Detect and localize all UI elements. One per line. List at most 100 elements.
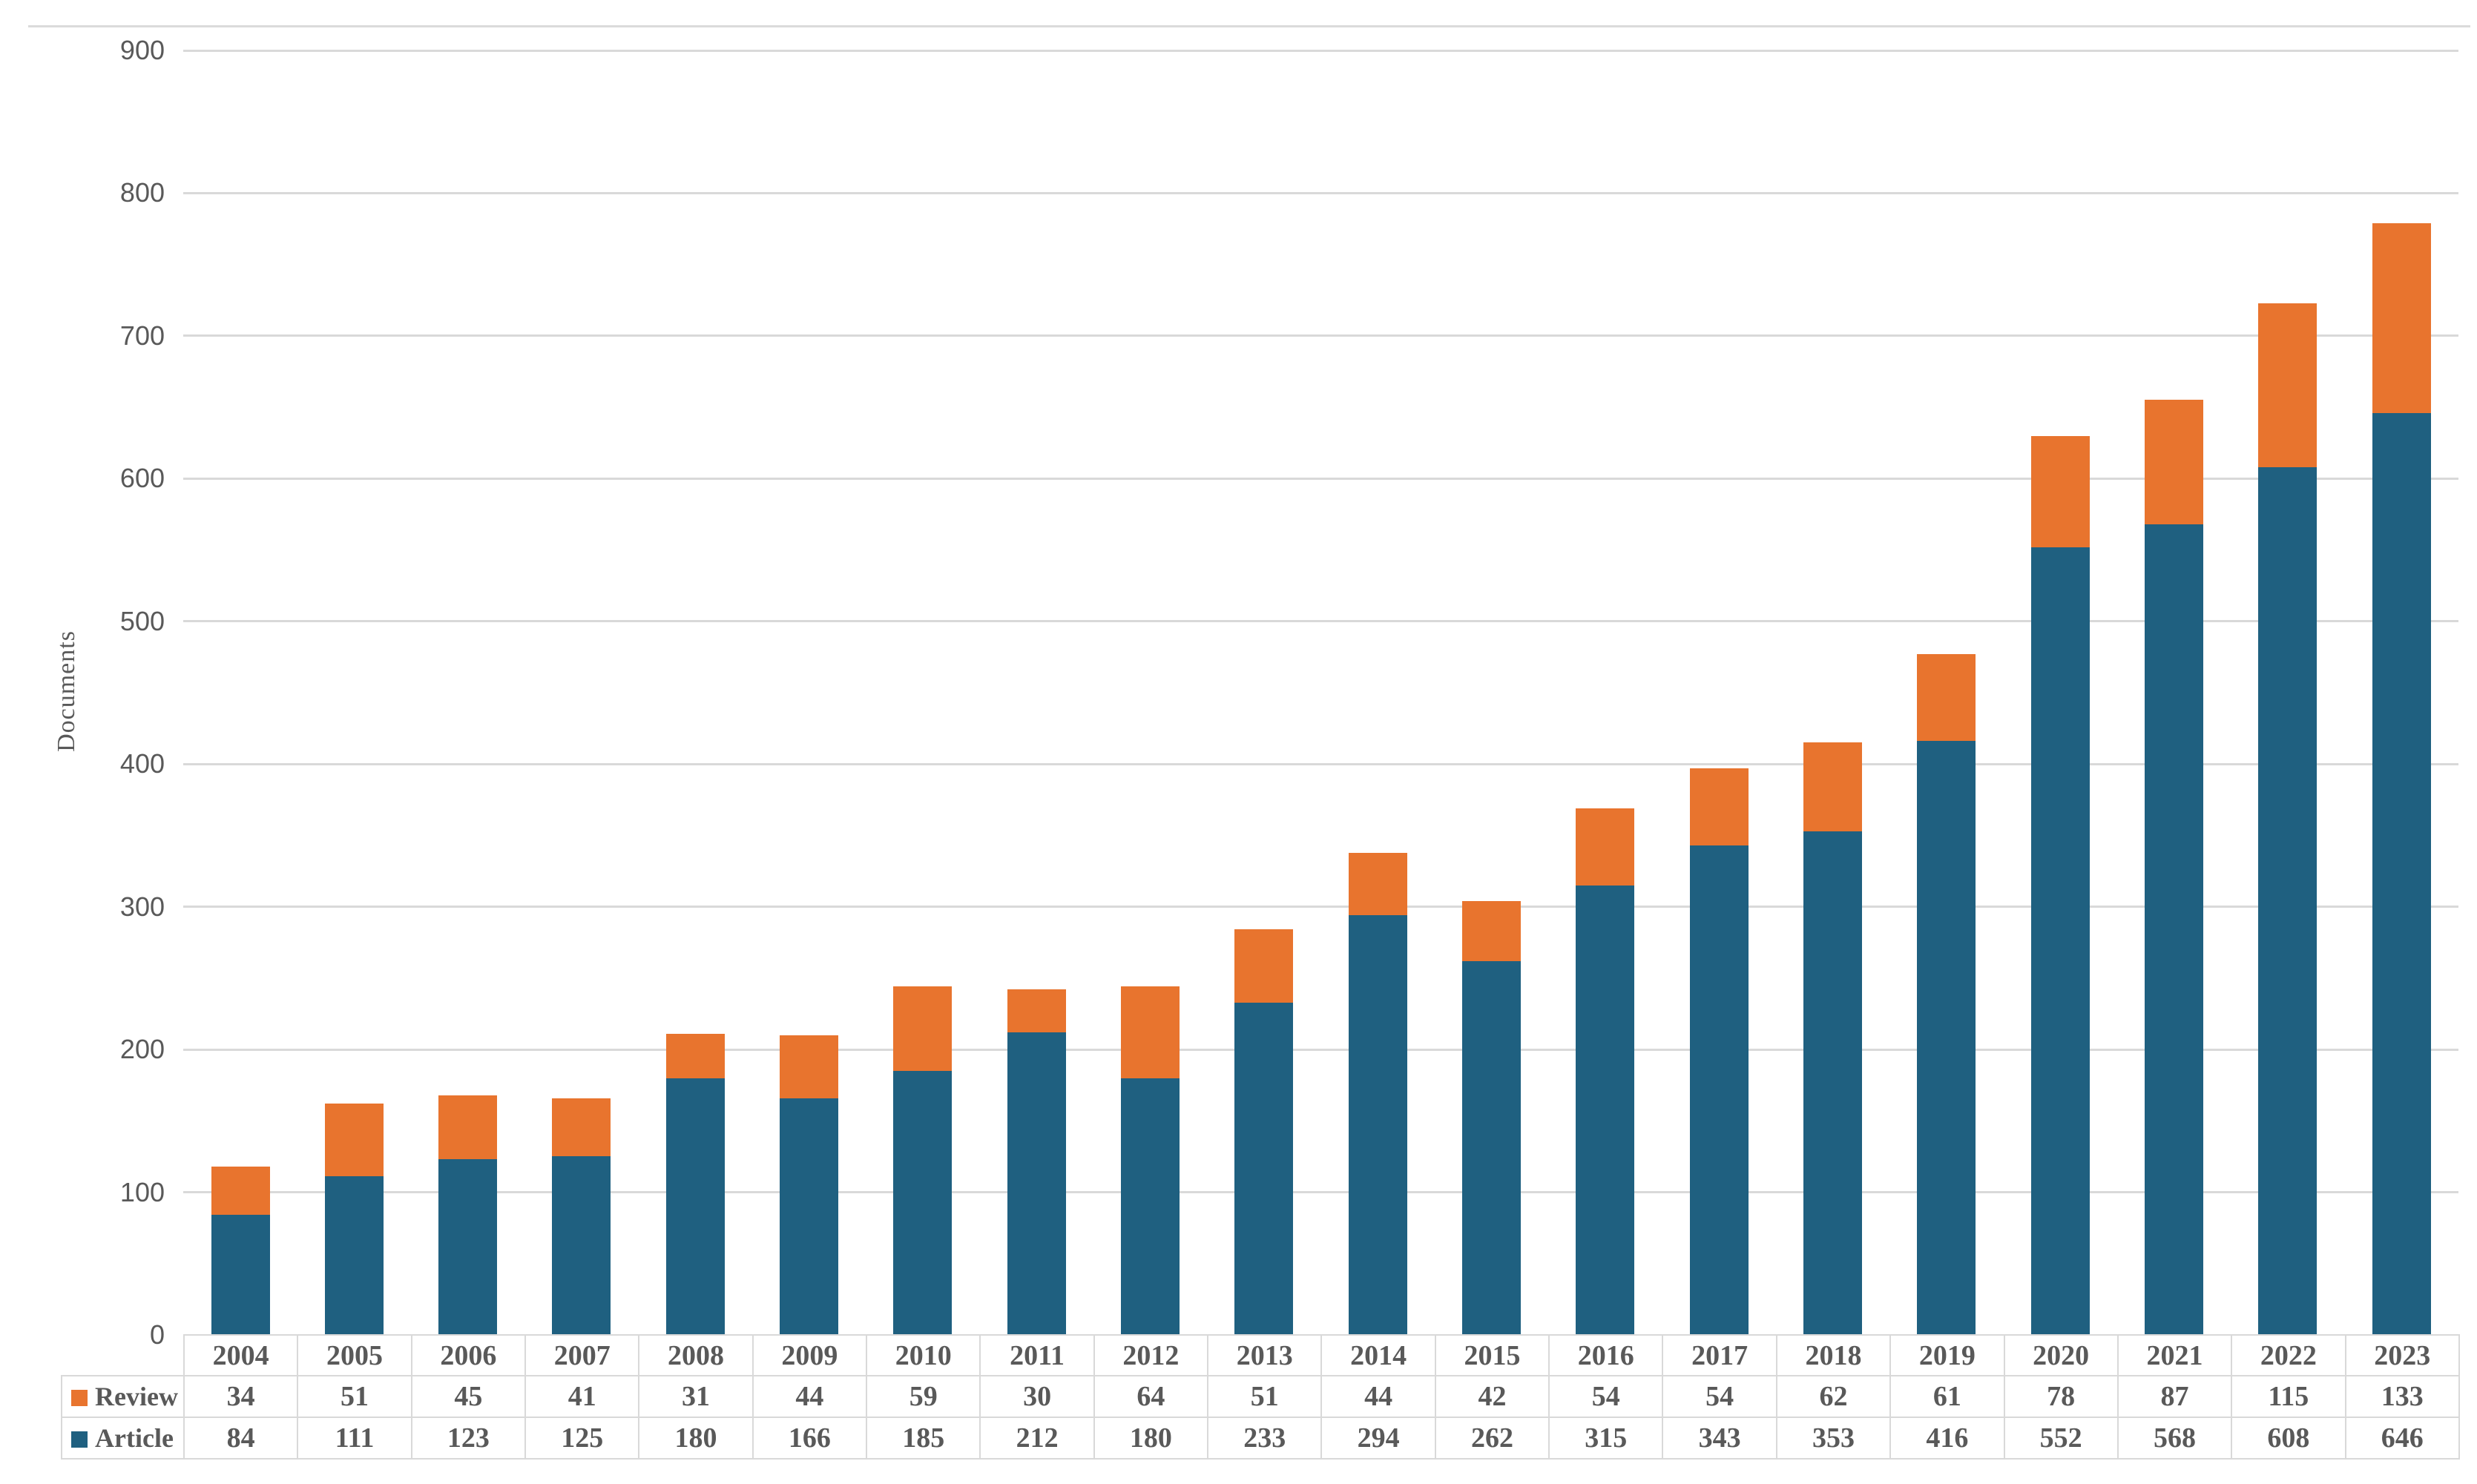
- bar-review-2004: [211, 1166, 270, 1216]
- year-header-2022: 2022: [2231, 1334, 2346, 1376]
- bar-article-2019: [1917, 741, 1976, 1335]
- y-tick-label-400: 400: [119, 748, 165, 779]
- gridline-700: [183, 334, 2458, 337]
- gridline-500: [183, 620, 2458, 623]
- review-value-2004: 34: [182, 1375, 299, 1418]
- review-value-2007: 41: [524, 1375, 640, 1418]
- article-value-2004: 84: [182, 1417, 299, 1460]
- bar-article-2017: [1689, 845, 1749, 1335]
- y-axis-title: Documents: [53, 630, 80, 752]
- article-value-2014: 294: [1320, 1417, 1436, 1460]
- gridline-600: [183, 477, 2458, 480]
- bar-article-2013: [1234, 1002, 1294, 1335]
- year-header-2021: 2021: [2116, 1334, 2233, 1376]
- year-header-2023: 2023: [2344, 1334, 2460, 1376]
- review-value-2008: 31: [638, 1375, 754, 1418]
- year-header-2004: 2004: [182, 1334, 299, 1376]
- year-header-2008: 2008: [638, 1334, 754, 1376]
- review-value-2023: 133: [2344, 1375, 2460, 1418]
- bar-article-2015: [1462, 960, 1522, 1335]
- legend-review: Review: [61, 1375, 185, 1418]
- gridline-200: [183, 1048, 2458, 1051]
- review-value-2017: 54: [1662, 1375, 1777, 1418]
- bar-review-2008: [665, 1033, 725, 1078]
- year-header-2012: 2012: [1093, 1334, 1209, 1376]
- review-value-2009: 44: [751, 1375, 868, 1418]
- bar-article-2022: [2258, 466, 2318, 1335]
- y-tick-label-700: 700: [119, 320, 165, 351]
- review-value-2022: 115: [2231, 1375, 2346, 1418]
- bar-article-2008: [665, 1078, 725, 1335]
- review-value-2005: 51: [297, 1375, 412, 1418]
- bar-article-2009: [780, 1098, 839, 1335]
- article-value-2018: 353: [1775, 1417, 1892, 1460]
- year-header-2005: 2005: [297, 1334, 412, 1376]
- bar-review-2015: [1462, 900, 1522, 961]
- year-header-2019: 2019: [1889, 1334, 2005, 1376]
- review-value-2020: 78: [2003, 1375, 2119, 1418]
- year-header-2013: 2013: [1207, 1334, 1323, 1376]
- bar-article-2005: [324, 1176, 384, 1335]
- y-tick-label-600: 600: [119, 463, 165, 494]
- article-value-2005: 111: [297, 1417, 412, 1460]
- bar-article-2012: [1121, 1078, 1180, 1335]
- article-value-2007: 125: [524, 1417, 640, 1460]
- bar-article-2007: [552, 1156, 611, 1335]
- year-header-2006: 2006: [410, 1334, 527, 1376]
- bar-review-2013: [1234, 929, 1294, 1003]
- data-table: 2004 2005 2006 2007 2008 2009 2010 2011 2012 2013…: [61, 1334, 2460, 1460]
- gridline-400: [183, 762, 2458, 765]
- bar-article-2014: [1348, 915, 1407, 1335]
- review-value-2006: 45: [410, 1375, 527, 1418]
- review-value-2015: 42: [1434, 1375, 1550, 1418]
- year-header-2016: 2016: [1548, 1334, 1664, 1376]
- year-header-2017: 2017: [1662, 1334, 1777, 1376]
- review-value-2018: 62: [1775, 1375, 1892, 1418]
- review-value-2016: 54: [1548, 1375, 1664, 1418]
- bar-review-2009: [780, 1035, 839, 1098]
- review-value-2013: 51: [1207, 1375, 1323, 1418]
- bar-review-2020: [2030, 435, 2090, 547]
- article-value-2010: 185: [866, 1417, 981, 1460]
- bar-review-2012: [1121, 986, 1180, 1078]
- review-swatch-icon: [71, 1390, 88, 1406]
- legend-article: Article: [61, 1417, 185, 1460]
- bar-review-2010: [893, 986, 953, 1071]
- year-header-2018: 2018: [1775, 1334, 1892, 1376]
- y-tick-label-500: 500: [119, 605, 165, 636]
- article-value-2006: 123: [410, 1417, 527, 1460]
- gridline-900: [183, 49, 2458, 52]
- chart-top-border: [28, 25, 2470, 27]
- review-value-2011: 30: [979, 1375, 1095, 1418]
- bar-review-2006: [438, 1095, 498, 1160]
- table-corner-cell: [62, 1335, 184, 1376]
- bar-review-2007: [552, 1098, 611, 1157]
- year-header-2010: 2010: [866, 1334, 981, 1376]
- article-value-2016: 315: [1548, 1417, 1664, 1460]
- article-value-2008: 180: [638, 1417, 754, 1460]
- article-value-2017: 343: [1662, 1417, 1777, 1460]
- review-value-2021: 87: [2116, 1375, 2233, 1418]
- bar-review-2017: [1689, 768, 1749, 845]
- review-value-2012: 64: [1093, 1375, 1209, 1418]
- bar-article-2004: [211, 1215, 270, 1335]
- bar-review-2023: [2372, 222, 2431, 413]
- article-value-2009: 166: [751, 1417, 868, 1460]
- gridline-300: [183, 906, 2458, 908]
- legend-review-label: Review: [95, 1382, 178, 1411]
- bar-article-2011: [1007, 1032, 1066, 1335]
- y-tick-label-900: 900: [119, 35, 165, 65]
- article-value-2023: 646: [2344, 1417, 2460, 1460]
- article-value-2020: 552: [2003, 1417, 2119, 1460]
- bar-review-2016: [1576, 808, 1635, 886]
- year-header-2015: 2015: [1434, 1334, 1550, 1376]
- year-header-2009: 2009: [751, 1334, 868, 1376]
- bar-review-2021: [2144, 400, 2203, 524]
- y-tick-label-0: 0: [149, 1319, 165, 1350]
- review-value-2014: 44: [1320, 1375, 1436, 1418]
- article-value-2012: 180: [1093, 1417, 1209, 1460]
- y-tick-label-300: 300: [119, 891, 165, 922]
- bar-review-2005: [324, 1104, 384, 1177]
- legend-article-label: Article: [95, 1423, 174, 1453]
